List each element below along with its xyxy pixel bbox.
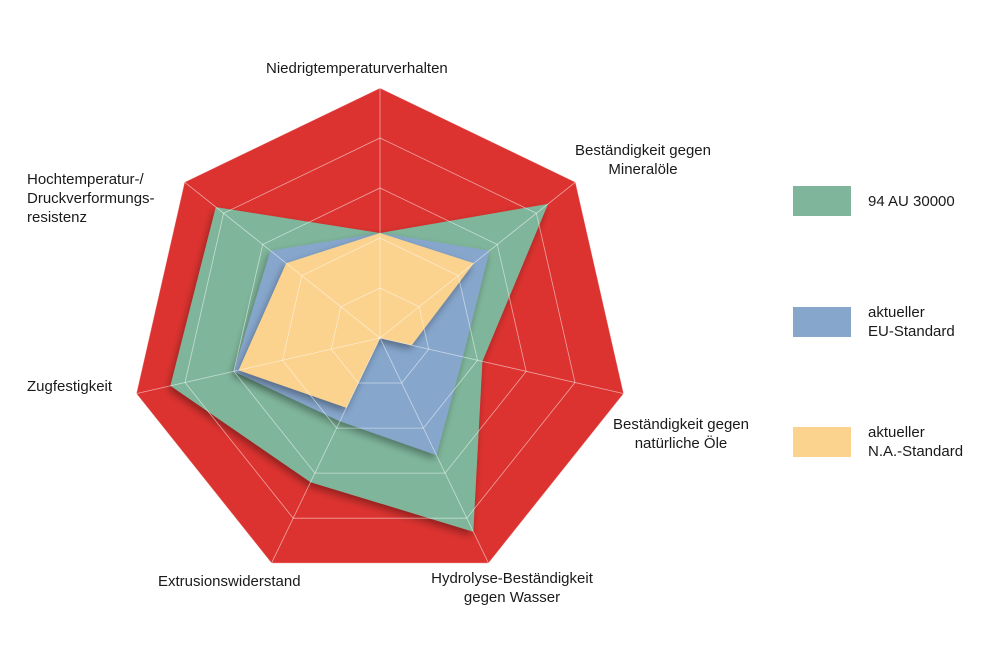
- grid-spoke-5: [271, 337, 381, 564]
- legend-label-eu-standard: aktueller EU-Standard: [868, 304, 955, 340]
- grid-spoke-7: [184, 181, 381, 339]
- grid-spoke-2: [379, 181, 576, 339]
- legend-swatch-na-standard: [793, 427, 851, 457]
- grid-spoke-3: [379, 337, 624, 394]
- legend-label-94-au-30000: 94 AU 30000: [868, 192, 955, 210]
- grid-ring-5: [135, 87, 625, 564]
- legend-item-na-standard: aktueller N.A.-Standard: [793, 423, 963, 461]
- axis-label-hochtemperatur: Hochtemperatur-/ Druckverformungs- resis…: [27, 171, 155, 226]
- legend: 94 AU 30000 aktueller EU-Standard aktuel…: [793, 0, 1000, 666]
- grid-spoke-4: [379, 337, 489, 564]
- axis-label-hydrolyse: Hydrolyse-Beständigkeit gegen Wasser: [431, 570, 593, 606]
- axis-label-mineraloele: Beständigkeit gegen Mineralöle: [575, 142, 711, 178]
- grid-spoke-6: [136, 337, 381, 394]
- legend-swatch-eu-standard: [793, 307, 851, 337]
- axis-label-natuerliche-oele: Beständigkeit gegen natürliche Öle: [613, 416, 749, 452]
- radar-chart: [135, 87, 625, 564]
- grid-ring-2: [282, 237, 478, 429]
- axis-label-niedrigtemperaturverhalten: Niedrigtemperaturverhalten: [266, 60, 448, 77]
- grid-ring-4: [184, 137, 576, 519]
- grid-ring-3: [233, 187, 527, 474]
- grid-ring-1: [330, 287, 430, 384]
- axis-label-extrusionswiderstand: Extrusionswiderstand: [158, 573, 301, 590]
- legend-swatch-94-au-30000: [793, 186, 851, 216]
- legend-label-na-standard: aktueller N.A.-Standard: [868, 424, 964, 460]
- legend-item-eu-standard: aktueller EU-Standard: [793, 303, 955, 341]
- axis-label-zugfestigkeit: Zugfestigkeit: [27, 378, 113, 395]
- legend-item-94-au-30000: 94 AU 30000: [793, 186, 955, 216]
- series-area-3: [238, 233, 474, 408]
